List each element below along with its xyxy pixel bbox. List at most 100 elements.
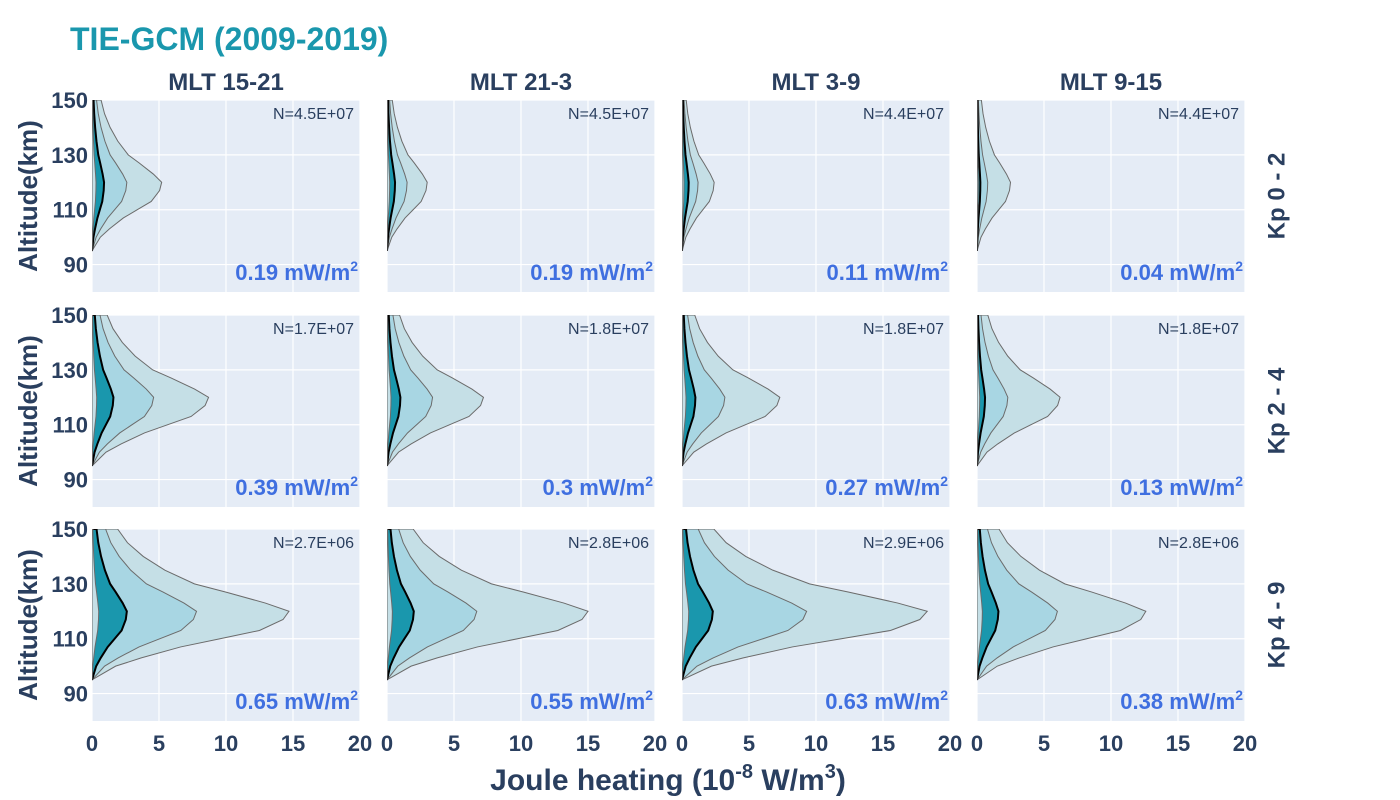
row-title-kp-0-2: Kp 0 - 2	[1263, 153, 1290, 240]
series-median	[682, 100, 690, 251]
mean-heating-label: 0.19 mW/m2	[235, 258, 358, 285]
series-median	[92, 529, 128, 681]
x-tick-label: 20	[1233, 731, 1257, 756]
x-tick-label: 0	[676, 731, 688, 756]
series-p25	[92, 100, 97, 251]
mean-heating-label: 0.63 mW/m2	[825, 687, 948, 714]
x-tick-label: 20	[643, 731, 667, 756]
chart-title: TIE-GCM (2009-2019)	[70, 21, 388, 57]
sample-count-label: N=4.4E+07	[1158, 106, 1239, 123]
sample-count-label: N=1.8E+07	[863, 321, 944, 338]
row-title-kp-4-9: Kp 4 - 9	[1263, 582, 1290, 669]
series-p25	[977, 315, 981, 466]
mean-heating-label: 0.13 mW/m2	[1120, 473, 1243, 500]
sample-count-label: N=4.5E+07	[273, 106, 354, 123]
sample-count-label: N=2.7E+06	[273, 535, 354, 552]
panel-kp-2-4-mlt-9-15: N=1.8E+07 0.13 mW/m2	[976, 314, 1246, 507]
y-tick-label: 110	[53, 413, 89, 438]
x-tick-label: 5	[1038, 731, 1050, 756]
series-median	[92, 315, 115, 467]
series-p75	[92, 100, 128, 252]
x-tick-label: 20	[348, 731, 372, 756]
x-axis-label-sup1: -8	[735, 761, 753, 783]
mean-heating-label: 0.04 mW/m2	[1120, 258, 1243, 285]
mean-heating-label: 0.39 mW/m2	[235, 473, 358, 500]
column-title-mlt-21-3: MLT 21-3	[470, 69, 572, 96]
x-tick-label: 0	[86, 731, 98, 756]
x-tick-label: 10	[509, 731, 533, 756]
series-p75	[977, 315, 1009, 466]
series-p90	[977, 100, 1012, 251]
sample-count-label: N=4.5E+07	[568, 106, 649, 123]
series-p90	[977, 315, 1061, 467]
panel-kp-2-4-mlt-21-3: N=1.8E+07 0.3 mW/m2	[386, 314, 656, 507]
series-p75	[92, 529, 198, 681]
x-tick-label: 5	[743, 731, 755, 756]
mean-heating-label: 0.19 mW/m2	[530, 258, 653, 285]
y-tick-label: 130	[51, 572, 88, 597]
series-p25	[682, 100, 685, 251]
series-median	[387, 529, 415, 681]
series-p75	[682, 529, 808, 681]
mean-heating-label: 0.65 mW/m2	[235, 687, 358, 714]
sample-count-label: N=1.8E+07	[1158, 321, 1239, 338]
series-p75	[387, 529, 478, 681]
series-p75	[682, 315, 726, 467]
y-axis-label: Altitude(km)	[13, 335, 43, 487]
panel-kp-4-9-mlt-3-9: N=2.9E+06 0.63 mW/m2 0 5 10 15 20	[676, 528, 962, 756]
panel-grid: MLT 15-21 MLT 21-3 MLT 3-9 MLT 9-15 Kp 0 - 2…	[13, 69, 1290, 756]
mean-heating-label: 0.27 mW/m2	[825, 473, 948, 500]
series-p75	[977, 529, 1058, 681]
x-tick-label: 20	[938, 731, 962, 756]
series-median	[682, 529, 714, 681]
panel-kp-0-2-mlt-3-9: N=4.4E+07 0.11 mW/m2	[681, 99, 951, 292]
x-tick-label: 15	[1166, 731, 1190, 756]
x-tick-label: 15	[871, 731, 895, 756]
sample-count-label: N=2.9E+06	[863, 535, 944, 552]
series-p75	[92, 315, 155, 467]
x-axis-label-sup2: 3	[825, 761, 836, 783]
y-tick-label: 90	[64, 468, 88, 493]
y-axis-label: Altitude(km)	[13, 120, 43, 272]
column-title-mlt-3-9: MLT 3-9	[772, 69, 861, 96]
x-tick-label: 10	[804, 731, 828, 756]
y-tick-label: 130	[51, 143, 88, 168]
series-p25	[977, 100, 979, 251]
y-axis-label: Altitude(km)	[13, 549, 43, 701]
series-median	[977, 529, 1000, 681]
mean-heating-label: 0.55 mW/m2	[530, 687, 653, 714]
y-tick-label: 150	[51, 517, 88, 542]
x-axis-label-pre: Joule heating (10	[490, 764, 735, 797]
panel-kp-2-4-mlt-3-9: N=1.8E+07 0.27 mW/m2	[681, 314, 951, 507]
column-title-mlt-15-21: MLT 15-21	[168, 69, 284, 96]
sample-count-label: N=1.7E+07	[273, 321, 354, 338]
series-p25	[387, 529, 393, 680]
y-tick-label: 130	[51, 358, 88, 383]
panel-kp-2-4-mlt-15-21: N=1.7E+07 0.39 mW/m2 90 110 130 150	[51, 303, 361, 507]
row-title-kp-2-4: Kp 2 - 4	[1263, 367, 1290, 454]
mean-heating-label: 0.11 mW/m2	[826, 258, 948, 285]
mean-heating-label: 0.38 mW/m2	[1120, 687, 1243, 714]
x-axis-label-mid: W/m	[753, 764, 825, 797]
x-tick-label: 15	[576, 731, 600, 756]
series-median	[682, 315, 697, 466]
x-tick-label: 5	[448, 731, 460, 756]
x-tick-label: 10	[1099, 731, 1123, 756]
series-median	[387, 315, 402, 466]
series-p25	[682, 315, 687, 466]
y-tick-label: 150	[51, 88, 88, 113]
sample-count-label: N=2.8E+06	[1158, 535, 1239, 552]
series-p25	[682, 529, 690, 680]
series-p25	[387, 100, 391, 251]
x-tick-label: 0	[971, 731, 983, 756]
sample-count-label: N=4.4E+07	[863, 106, 944, 123]
y-tick-label: 110	[53, 627, 89, 652]
panel-kp-4-9-mlt-15-21: N=2.7E+06 0.65 mW/m2 90 110 130 150 0 5 10 15 20	[51, 517, 372, 756]
mean-heating-label: 0.3 mW/m2	[543, 473, 654, 500]
x-tick-label: 10	[214, 731, 238, 756]
column-title-mlt-9-15: MLT 9-15	[1060, 69, 1162, 96]
x-axis-label: Joule heating (10-8 W/m3)	[490, 761, 846, 797]
panel-kp-0-2-mlt-15-21: N=4.5E+07 0.19 mW/m2 90 110 130 150	[51, 88, 361, 292]
x-tick-label: 5	[153, 731, 165, 756]
